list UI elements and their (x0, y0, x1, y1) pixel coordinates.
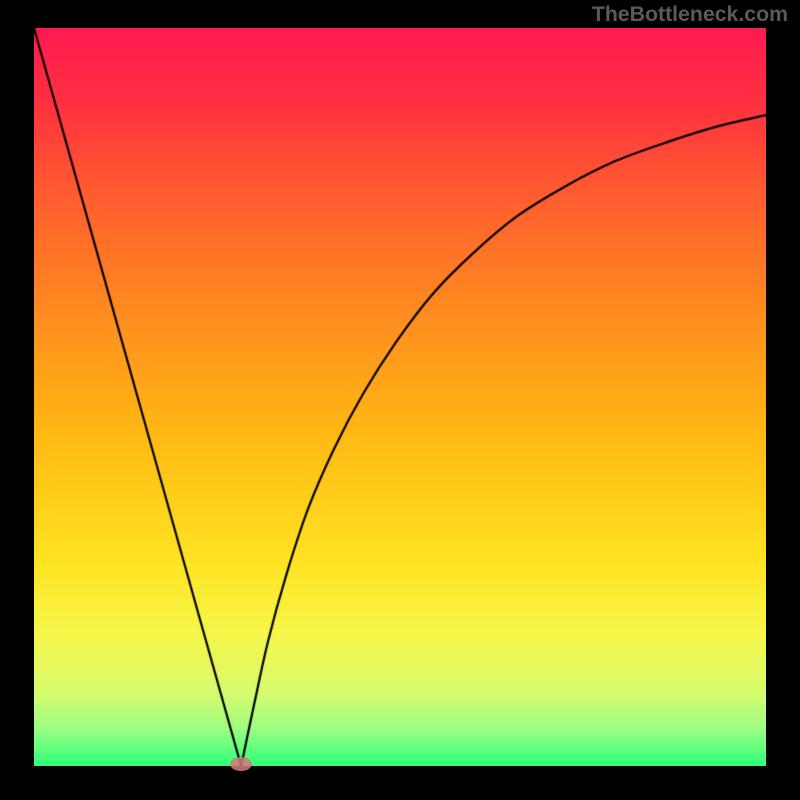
plot-area (34, 28, 766, 766)
chart-stage: TheBottleneck.com (0, 0, 800, 800)
optimal-point-marker (230, 757, 252, 771)
watermark-text: TheBottleneck.com (592, 2, 788, 27)
bottleneck-curve (34, 28, 766, 766)
